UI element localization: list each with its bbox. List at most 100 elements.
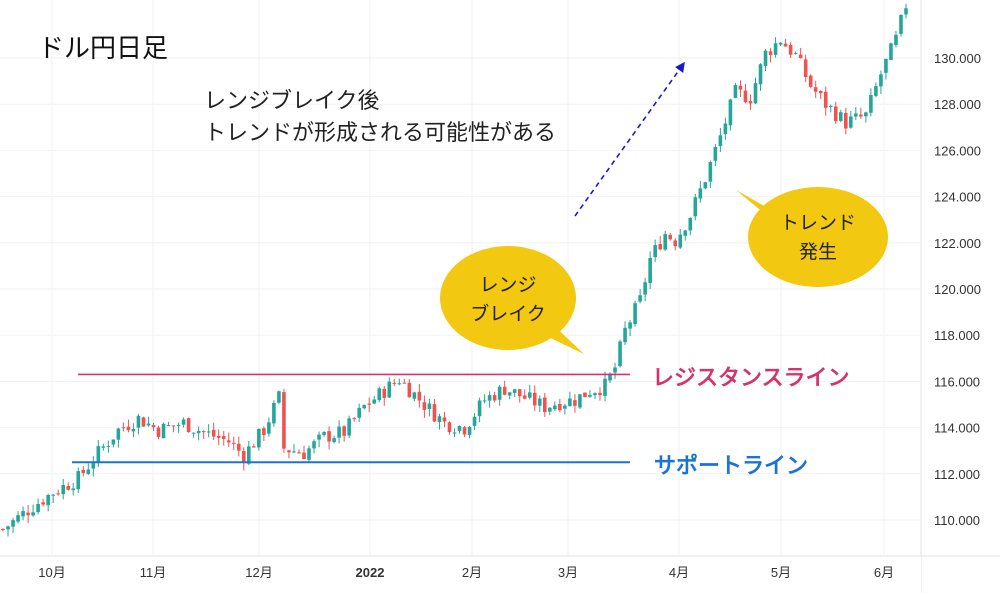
candle-body <box>522 395 527 399</box>
candle <box>387 377 392 398</box>
candle <box>753 77 758 105</box>
candle-body <box>231 442 236 444</box>
candle-body <box>382 388 387 398</box>
candle <box>452 428 457 438</box>
candle <box>171 425 176 433</box>
candle <box>442 411 447 428</box>
candle <box>492 391 497 403</box>
candle <box>623 321 627 345</box>
candle-body <box>252 446 256 448</box>
candle-body <box>568 398 572 406</box>
candle <box>783 38 788 47</box>
resistance-label: レジスタンスライン <box>652 366 850 392</box>
candle <box>317 431 321 448</box>
y-tick-label: 120.000 <box>934 282 981 297</box>
candle <box>136 413 141 435</box>
candle-body <box>884 58 888 73</box>
candle <box>372 395 377 405</box>
candle <box>186 417 191 433</box>
candle-body <box>723 123 728 135</box>
candle-body <box>532 392 537 406</box>
candle-body <box>452 432 457 434</box>
candle-body <box>743 90 748 103</box>
candle <box>768 47 773 63</box>
candle-body <box>763 50 768 66</box>
candle <box>854 106 858 120</box>
price-axis: 110.000 112.000 114.000 116.000 118.000 120.0… <box>920 0 1000 593</box>
candle <box>568 391 572 407</box>
candle-body <box>171 425 176 427</box>
candle-body <box>166 425 171 427</box>
candle <box>698 180 703 203</box>
candle <box>502 380 507 396</box>
candle-body <box>467 426 472 435</box>
candle-body <box>41 502 45 505</box>
candle-body <box>497 386 502 400</box>
candle <box>302 445 306 460</box>
candle <box>668 232 673 241</box>
candle-body <box>543 397 547 413</box>
candle <box>66 482 71 491</box>
candle-body <box>1 529 5 531</box>
candle <box>522 389 527 400</box>
candle-body <box>31 512 35 516</box>
candle-body <box>307 448 311 460</box>
candle-body <box>71 488 76 491</box>
candle-body <box>894 34 898 46</box>
candle-body <box>673 240 678 247</box>
candle <box>106 440 111 453</box>
bubble-shape <box>748 187 888 287</box>
candle <box>532 385 537 411</box>
candle-body <box>668 234 673 240</box>
candle-body <box>136 415 141 428</box>
candle <box>141 416 146 427</box>
candle <box>864 111 868 123</box>
candle-body <box>457 425 462 431</box>
candle <box>859 107 863 119</box>
candle <box>743 84 748 104</box>
candle <box>1 528 5 532</box>
candle-body <box>788 45 793 55</box>
candles-series <box>1 3 908 537</box>
trend-arrow-line <box>574 61 685 217</box>
candle <box>527 384 532 400</box>
candle <box>663 230 667 251</box>
candle-body <box>813 87 818 92</box>
candle <box>422 395 427 418</box>
candle-body <box>36 503 40 513</box>
candle <box>262 426 266 442</box>
candle-body <box>51 494 55 496</box>
candle <box>131 423 136 438</box>
candle-body <box>507 392 512 396</box>
candle <box>216 429 221 446</box>
candle-body <box>553 405 557 410</box>
candle-body <box>357 407 361 418</box>
candle-body <box>713 146 718 161</box>
candle <box>86 463 91 476</box>
candle-body <box>206 431 211 433</box>
y-tick-label: 130.000 <box>934 51 981 66</box>
candle-body <box>16 515 20 522</box>
candle <box>292 444 296 453</box>
candle-body <box>648 257 652 283</box>
candle <box>477 397 482 423</box>
candle <box>71 483 76 496</box>
candle-body <box>196 430 201 434</box>
candle-body <box>593 393 597 396</box>
y-tick-label: 124.000 <box>934 190 981 205</box>
candle <box>382 386 387 406</box>
candle <box>638 289 642 304</box>
candle <box>793 51 798 55</box>
candle-body <box>402 382 407 384</box>
x-tick-label: 2022 <box>356 565 385 580</box>
annotation-line-2: トレンドが形成される可能性がある <box>204 121 557 146</box>
candle <box>221 430 226 446</box>
candle-body <box>758 64 763 85</box>
candle <box>548 407 552 416</box>
candle <box>176 422 181 433</box>
candle-body <box>833 106 838 122</box>
candle-body <box>91 463 96 469</box>
candle-body <box>462 427 467 435</box>
